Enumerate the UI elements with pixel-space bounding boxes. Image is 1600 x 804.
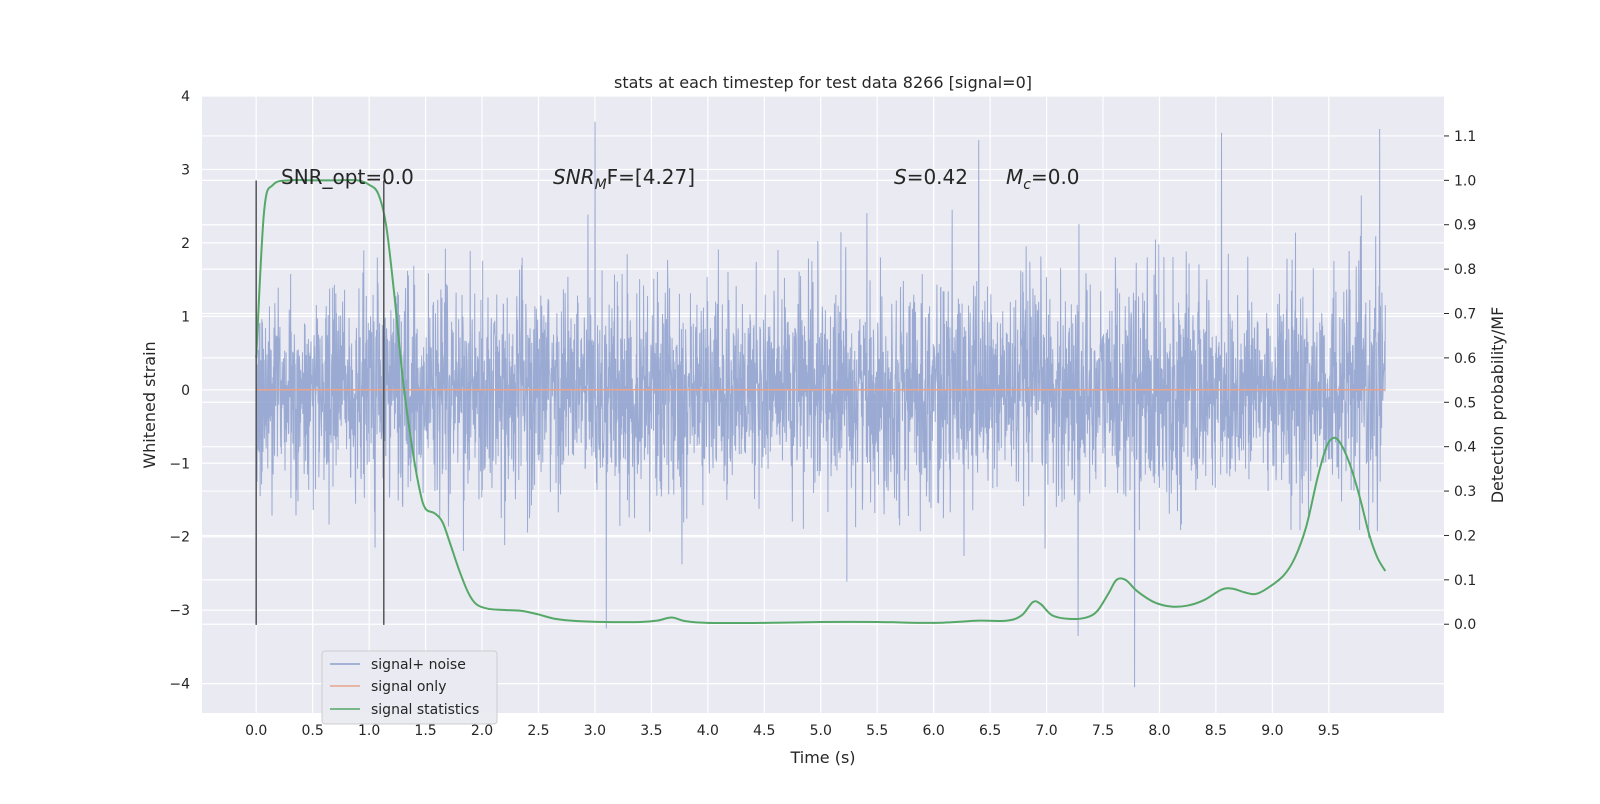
y-right-tick-label: 1.1: [1454, 129, 1476, 145]
y-right-tick-label: 1.0: [1454, 173, 1476, 189]
y-right-tick-label: 0.6: [1454, 351, 1476, 367]
x-axis-ticks: 0.0 0.5 1.0 1.5 2.0 2.5 3.0 3.5 4.0 4.5 5.0 5.5 6.0 6…: [245, 723, 1340, 739]
x-tick-label: 0.0: [245, 723, 267, 739]
vertical-markers: [255, 180, 385, 625]
annotation-snr-mf: SNRMF=[4.27]: [553, 165, 695, 193]
x-tick-label: 3.5: [640, 723, 662, 739]
y-left-tick-label: −3: [169, 603, 190, 619]
mc-label: M: [1006, 165, 1023, 189]
x-tick-label: 5.5: [866, 723, 888, 739]
y-axis-right-ticks: 1.1 1.0 0.9 0.8 0.7 0.6 0.5 0.4 0.3 0.2 0.1 0.0: [1444, 129, 1476, 633]
x-tick-label: 5.0: [810, 723, 832, 739]
x-tick-label: 2.5: [527, 723, 549, 739]
y-left-tick-label: −2: [169, 530, 190, 546]
x-tick-label: 3.0: [584, 723, 606, 739]
x-tick-label: 4.0: [697, 723, 719, 739]
chart-title: stats at each timestep for test data 826…: [614, 73, 1032, 92]
annotation-snr-opt: SNR_opt=0.0: [281, 165, 414, 189]
snr-mf-f: F=[4.27]: [607, 165, 695, 189]
legend-label-signal-plus-noise: signal+ noise: [371, 657, 466, 673]
x-tick-label: 6.5: [979, 723, 1001, 739]
y-left-tick-label: −4: [169, 677, 190, 693]
x-tick-label: 1.5: [414, 723, 436, 739]
x-tick-label: 0.5: [302, 723, 324, 739]
y-left-tick-label: 2: [181, 236, 190, 252]
y-axis-right-label: Detection probability/MF: [1488, 307, 1507, 504]
x-tick-label: 4.5: [753, 723, 775, 739]
legend-label-signal-only: signal only: [371, 679, 446, 695]
series-signal-plus-noise: [255, 121, 1386, 688]
y-left-tick-label: 1: [181, 309, 190, 325]
y-right-tick-label: 0.5: [1454, 395, 1476, 411]
x-tick-label: 7.5: [1092, 723, 1114, 739]
legend: signal+ noise signal only signal statist…: [321, 650, 498, 725]
x-tick-label: 9.0: [1261, 723, 1283, 739]
x-tick-label: 6.0: [923, 723, 945, 739]
x-tick-label: 2.0: [471, 723, 493, 739]
y-left-tick-label: 3: [181, 162, 190, 178]
noise-line: [255, 121, 1386, 688]
y-left-tick-label: 0: [181, 383, 190, 399]
y-right-tick-label: 0.9: [1454, 218, 1476, 234]
y-right-tick-label: 0.7: [1454, 307, 1476, 323]
x-tick-label: 8.5: [1205, 723, 1227, 739]
series-signal-statistics: [255, 179, 1387, 625]
y-left-tick-label: −1: [169, 456, 190, 472]
snr-mf-suffix: F=[4.27]: [607, 165, 695, 189]
mc-sub: c: [1023, 177, 1031, 193]
y-axis-left-ticks: 4 3 2 1 0 −1 −2 −3 −4: [169, 89, 190, 693]
y-right-tick-label: 0.8: [1454, 262, 1476, 278]
mc-value: =0.0: [1031, 165, 1080, 189]
annotation-mc: Mc=0.0: [1006, 165, 1080, 193]
s-label: S: [894, 165, 907, 189]
y-right-tick-label: 0.1: [1454, 573, 1476, 589]
annotation-s: S=0.42: [894, 165, 968, 189]
snr-mf-prefix: SNR: [553, 165, 595, 189]
legend-label-signal-statistics: signal statistics: [371, 702, 479, 718]
x-axis-label: Time (s): [789, 748, 855, 767]
x-tick-label: 7.0: [1035, 723, 1057, 739]
y-right-tick-label: 0.0: [1454, 617, 1476, 633]
y-right-tick-label: 0.3: [1454, 484, 1476, 500]
x-tick-label: 9.5: [1318, 723, 1340, 739]
x-tick-label: 8.0: [1148, 723, 1170, 739]
signal-statistics-line: [255, 179, 1387, 625]
s-value: =0.42: [907, 165, 968, 189]
y-left-tick-label: 4: [181, 89, 190, 105]
y-axis-left-label: Whitened strain: [140, 341, 159, 468]
snr-mf-sub: M: [595, 177, 607, 193]
y-right-tick-label: 0.2: [1454, 528, 1476, 544]
legend-box: [321, 650, 498, 725]
y-right-tick-label: 0.4: [1454, 440, 1476, 456]
x-tick-label: 1.0: [358, 723, 380, 739]
